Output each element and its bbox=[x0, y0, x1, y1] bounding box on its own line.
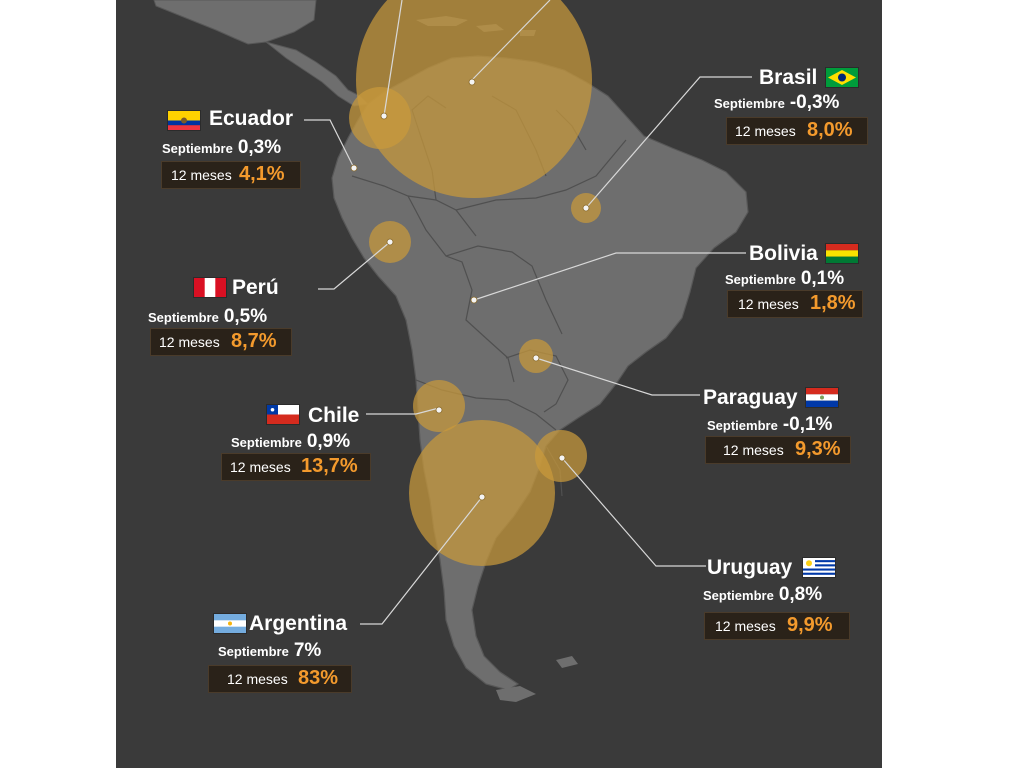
month-change: Septiembre 0,1% bbox=[725, 268, 845, 289]
country-name: Bolivia bbox=[749, 242, 818, 265]
bubble-venezuela bbox=[356, 0, 592, 198]
chile-flag-icon bbox=[267, 405, 299, 424]
bubble-chile bbox=[413, 380, 465, 432]
bubble-colombia bbox=[349, 87, 411, 149]
month-change: Septiembre 7% bbox=[218, 640, 322, 661]
year-change-box: 12 meses 9,9% bbox=[704, 612, 850, 640]
year-change-box: 12 meses 4,1% bbox=[161, 161, 301, 189]
paraguay-flag-icon bbox=[806, 388, 838, 407]
tierra-del-fuego bbox=[496, 686, 536, 702]
country-name: Ecuador bbox=[209, 107, 294, 130]
country-name: Paraguay bbox=[703, 386, 798, 409]
ecuador-flag-icon bbox=[168, 111, 200, 130]
south-america-map bbox=[153, 0, 752, 702]
country-name: Brasil bbox=[759, 66, 818, 89]
year-change-box: 12 meses 83% bbox=[208, 665, 352, 693]
month-change: Septiembre 0,9% bbox=[231, 431, 351, 452]
month-change: Septiembre 0,5% bbox=[148, 306, 268, 327]
leader-dots bbox=[350, 78, 590, 501]
country-name: Chile bbox=[308, 404, 360, 427]
inflation-bubbles bbox=[349, 0, 601, 566]
falkland-islands bbox=[556, 656, 578, 668]
month-change: Septiembre 0,3% bbox=[162, 137, 282, 158]
year-change-box: 12 meses 8,7% bbox=[150, 328, 292, 356]
argentina-flag-icon bbox=[214, 614, 246, 633]
brazil-flag-icon bbox=[826, 68, 858, 87]
year-change-box: 12 meses 13,7% bbox=[221, 453, 371, 481]
leader-lines bbox=[304, 0, 752, 625]
peru-flag-icon bbox=[194, 278, 226, 297]
bubble-argentina bbox=[409, 420, 555, 566]
year-change-box: 12 meses 9,3% bbox=[705, 436, 851, 464]
country-name: Uruguay bbox=[707, 556, 793, 579]
year-change-box: 12 meses 1,8% bbox=[727, 290, 863, 318]
year-change-box: 12 meses 8,0% bbox=[726, 117, 868, 145]
uruguay-flag-icon bbox=[803, 558, 835, 577]
month-change: Septiembre 0,8% bbox=[703, 584, 823, 605]
month-change: Septiembre -0,1% bbox=[707, 414, 833, 435]
month-change: Septiembre -0,3% bbox=[714, 92, 840, 113]
bolivia-flag-icon bbox=[826, 244, 858, 263]
country-name: Perú bbox=[232, 276, 279, 299]
central-america-landmass bbox=[153, 0, 370, 107]
country-name: Argentina bbox=[249, 612, 348, 635]
